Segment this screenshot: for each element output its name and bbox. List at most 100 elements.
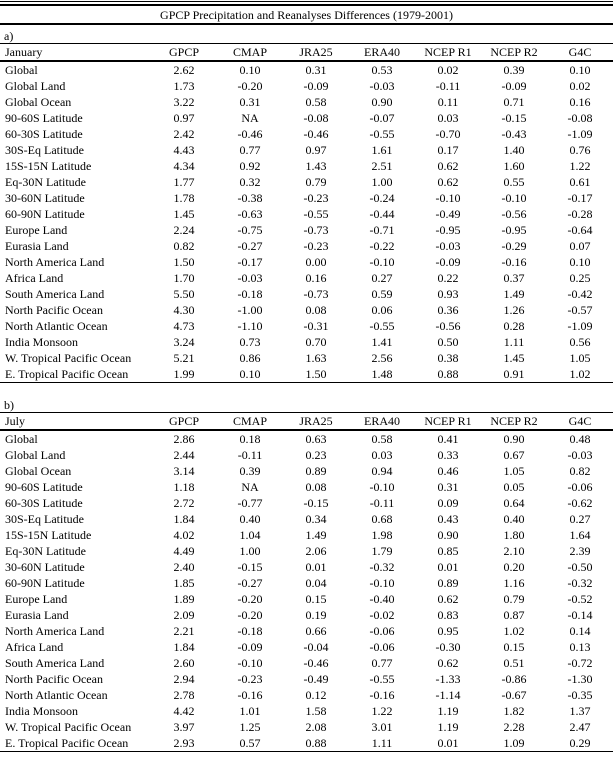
row-label: India Monsoon bbox=[5, 704, 78, 718]
value-cell: -0.09 bbox=[237, 640, 263, 654]
row-label: Africa Land bbox=[5, 640, 64, 654]
value-cell: -1.09 bbox=[567, 127, 593, 141]
value-cell: 0.33 bbox=[437, 448, 459, 462]
value-cell: 0.97 bbox=[173, 111, 195, 125]
value-cell: 0.92 bbox=[239, 159, 261, 173]
value-cell: 0.46 bbox=[437, 464, 459, 478]
row-label: Eq-30N Latitude bbox=[5, 544, 86, 558]
table-row: North America Land 1.50 -0.17 0.00 -0.10 -0.0… bbox=[0, 254, 613, 270]
value-cell: 0.02 bbox=[569, 79, 591, 93]
row-label: India Monsoon bbox=[5, 335, 78, 349]
value-cell: -0.16 bbox=[237, 688, 263, 702]
value-cell: 0.95 bbox=[437, 624, 459, 638]
value-cell: -0.32 bbox=[567, 576, 593, 590]
value-cell: -0.08 bbox=[567, 111, 593, 125]
value-cell: -0.10 bbox=[369, 255, 395, 269]
value-cell: 0.48 bbox=[569, 432, 591, 446]
value-cell: 1.58 bbox=[305, 704, 327, 718]
value-cell: -0.10 bbox=[501, 191, 527, 205]
table-row: Europe Land 2.24 -0.75 -0.73 -0.71 -0.95 -0.95… bbox=[0, 222, 613, 238]
column-header: NCEP R2 bbox=[481, 413, 547, 431]
row-label: Eurasia Land bbox=[5, 239, 69, 253]
value-cell: 0.90 bbox=[503, 432, 525, 446]
value-cell: 2.47 bbox=[569, 720, 591, 734]
column-header: CMAP bbox=[217, 44, 283, 62]
row-label: 60-30S Latitude bbox=[5, 127, 83, 141]
table-row: North Atlantic Ocean 2.78 -0.16 0.12 -0.16 -1… bbox=[0, 687, 613, 703]
row-label: 90-60S Latitude bbox=[5, 111, 83, 125]
value-cell: 1.48 bbox=[371, 367, 393, 381]
value-cell: 0.34 bbox=[305, 512, 327, 526]
row-label: Europe Land bbox=[5, 592, 68, 606]
value-cell: 0.79 bbox=[305, 175, 327, 189]
value-cell: -0.16 bbox=[501, 255, 527, 269]
value-cell: -0.06 bbox=[369, 640, 395, 654]
table-row: Global 2.62 0.10 0.31 0.53 0.02 0.39 0.10 bbox=[0, 61, 613, 78]
value-cell: 2.10 bbox=[503, 544, 525, 558]
column-header: NCEP R1 bbox=[415, 44, 481, 62]
value-cell: 0.18 bbox=[239, 432, 261, 446]
value-cell: 2.44 bbox=[173, 448, 195, 462]
table-row: Global Ocean 3.14 0.39 0.89 0.94 0.46 1.05 0.82 bbox=[0, 463, 613, 479]
value-cell: 1.18 bbox=[173, 480, 195, 494]
value-cell: -0.23 bbox=[303, 239, 329, 253]
row-label: Eq-30N Latitude bbox=[5, 175, 86, 189]
value-cell: 1.40 bbox=[503, 143, 525, 157]
value-cell: -0.20 bbox=[237, 79, 263, 93]
value-cell: 0.58 bbox=[371, 432, 393, 446]
value-cell: -0.77 bbox=[237, 496, 263, 510]
value-cell: 0.08 bbox=[305, 303, 327, 317]
value-cell: 2.06 bbox=[305, 544, 327, 558]
value-cell: 1.78 bbox=[173, 191, 195, 205]
value-cell: -0.73 bbox=[303, 287, 329, 301]
value-cell: 0.39 bbox=[503, 63, 525, 77]
value-cell: -0.20 bbox=[237, 608, 263, 622]
value-cell: 3.22 bbox=[173, 95, 195, 109]
value-cell: 1.49 bbox=[503, 287, 525, 301]
value-cell: -0.62 bbox=[567, 496, 593, 510]
top-double-rule bbox=[0, 1, 613, 6]
value-cell: 0.38 bbox=[437, 351, 459, 365]
table-row: South America Land 2.60 -0.10 -0.46 0.77 0.62… bbox=[0, 655, 613, 671]
value-cell: 0.62 bbox=[437, 592, 459, 606]
value-cell: 0.05 bbox=[503, 480, 525, 494]
value-cell: 0.29 bbox=[569, 736, 591, 750]
value-cell: 4.02 bbox=[173, 528, 195, 542]
row-label: 60-90N Latitude bbox=[5, 576, 85, 590]
january-table: January GPCP CMAP JRA25 ERA40 NCEP R1 NCEP R2… bbox=[0, 44, 613, 383]
value-cell: -0.15 bbox=[237, 560, 263, 574]
value-cell: -0.70 bbox=[435, 127, 461, 141]
value-cell: 2.28 bbox=[503, 720, 525, 734]
value-cell: 1.25 bbox=[239, 720, 261, 734]
value-cell: 0.82 bbox=[569, 464, 591, 478]
table-row: India Monsoon 3.24 0.73 0.70 1.41 0.50 1.11 0.5… bbox=[0, 334, 613, 350]
row-label: 30S-Eq Latitude bbox=[5, 143, 84, 157]
table-row: Global Land 1.73 -0.20 -0.09 -0.03 -0.11 -0.09… bbox=[0, 78, 613, 94]
row-label: E. Tropical Pacific Ocean bbox=[5, 736, 129, 750]
value-cell: -0.35 bbox=[567, 688, 593, 702]
value-cell: -0.24 bbox=[369, 191, 395, 205]
value-cell: 1.09 bbox=[503, 736, 525, 750]
value-cell: 4.73 bbox=[173, 319, 195, 333]
value-cell: 0.09 bbox=[437, 496, 459, 510]
row-label: Global bbox=[5, 432, 38, 446]
table-row: Africa Land 1.84 -0.09 -0.04 -0.06 -0.30 0.15 0… bbox=[0, 639, 613, 655]
value-cell: 0.89 bbox=[305, 464, 327, 478]
row-label: 30-60N Latitude bbox=[5, 560, 85, 574]
column-header: CMAP bbox=[217, 413, 283, 431]
value-cell: 1.00 bbox=[371, 175, 393, 189]
value-cell: 0.41 bbox=[437, 432, 459, 446]
row-label: 60-30S Latitude bbox=[5, 496, 83, 510]
value-cell: -0.17 bbox=[567, 191, 593, 205]
value-cell: 4.49 bbox=[173, 544, 195, 558]
value-cell: 2.78 bbox=[173, 688, 195, 702]
column-header: NCEP R2 bbox=[481, 44, 547, 62]
value-cell: 0.39 bbox=[239, 464, 261, 478]
value-cell: -0.03 bbox=[567, 448, 593, 462]
value-cell: -0.40 bbox=[369, 592, 395, 606]
value-cell: -0.55 bbox=[369, 127, 395, 141]
value-cell: 0.77 bbox=[239, 143, 261, 157]
value-cell: 1.98 bbox=[371, 528, 393, 542]
value-cell: -0.18 bbox=[237, 624, 263, 638]
